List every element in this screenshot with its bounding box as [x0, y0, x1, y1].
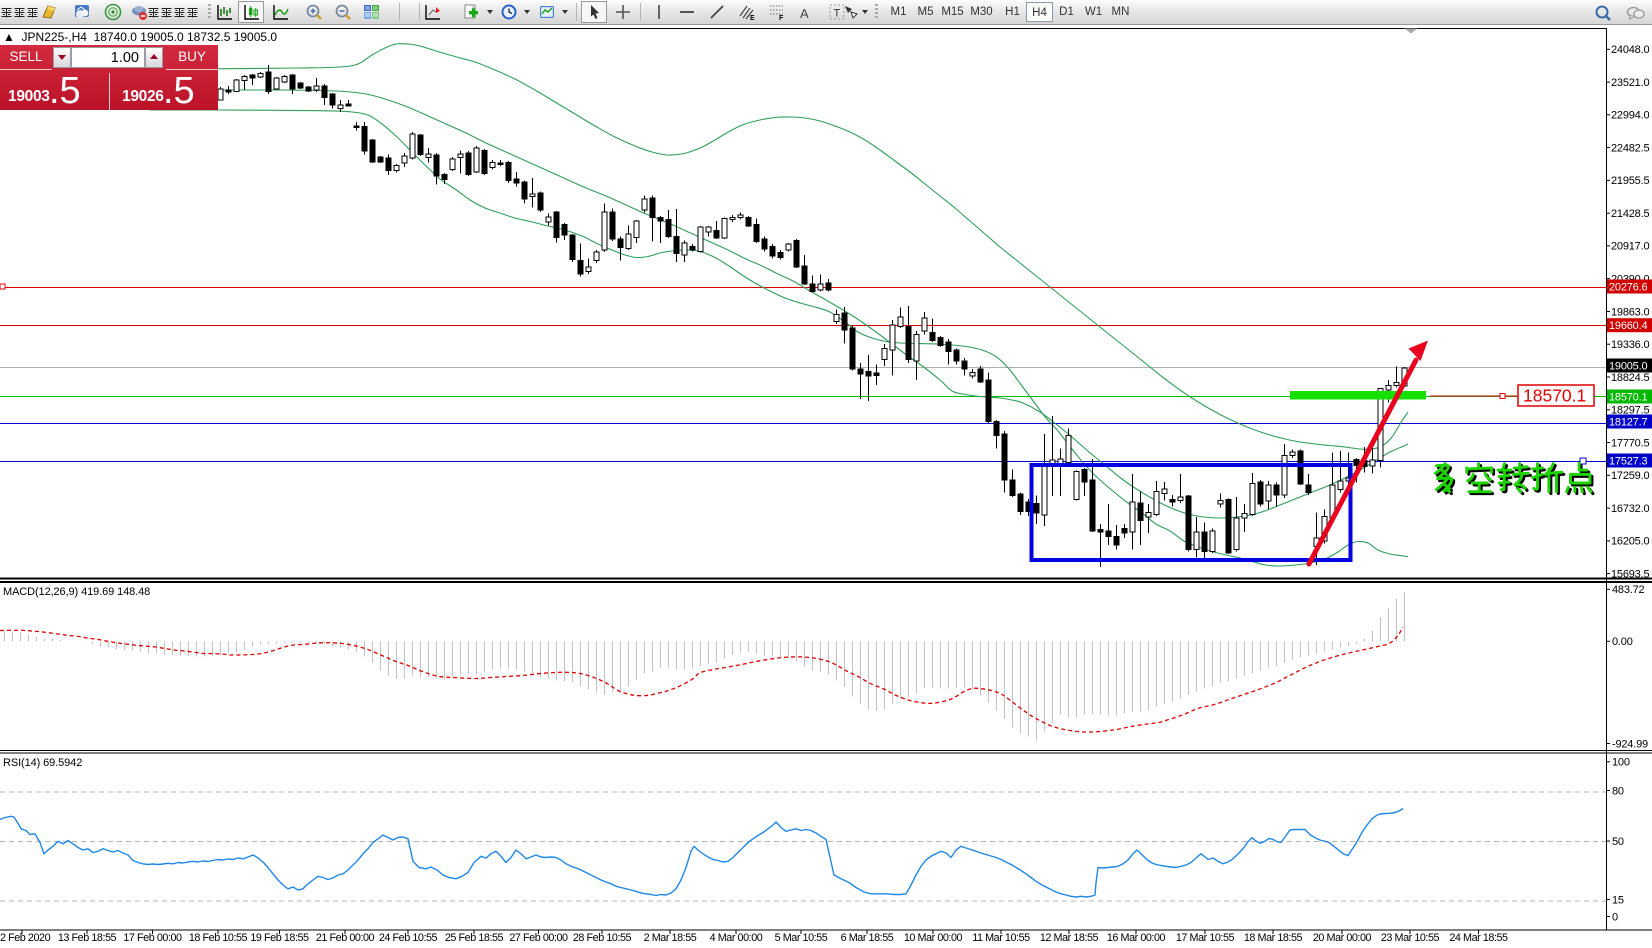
svg-text:16205.0: 16205.0: [1611, 536, 1649, 548]
svg-text:25 Feb 18:55: 25 Feb 18:55: [445, 932, 504, 944]
svg-text:12 Mar 18:55: 12 Mar 18:55: [1040, 932, 1099, 944]
svg-text:13 Feb 18:55: 13 Feb 18:55: [58, 932, 117, 944]
svg-text:2 Feb 2020: 2 Feb 2020: [0, 932, 51, 944]
svg-text:21428.5: 21428.5: [1611, 208, 1649, 220]
svg-text:23521.0: 23521.0: [1611, 77, 1649, 89]
svg-text:24 Mar 18:55: 24 Mar 18:55: [1449, 932, 1508, 944]
svg-text:21 Feb 00:00: 21 Feb 00:00: [316, 932, 375, 944]
svg-text:16 Mar 00:00: 16 Mar 00:00: [1107, 932, 1166, 944]
svg-text:17 Feb 00:00: 17 Feb 00:00: [123, 932, 182, 944]
svg-text:18127.7: 18127.7: [1609, 417, 1647, 429]
svg-text:27 Feb 00:00: 27 Feb 00:00: [509, 932, 568, 944]
svg-text:16732.0: 16732.0: [1611, 503, 1649, 515]
svg-text:T: T: [834, 8, 841, 20]
svg-text:0: 0: [1612, 911, 1618, 923]
svg-text:6 Mar 18:55: 6 Mar 18:55: [841, 932, 894, 944]
svg-text:24 Feb 10:55: 24 Feb 10:55: [379, 932, 438, 944]
svg-text:19 Feb 18:55: 19 Feb 18:55: [250, 932, 309, 944]
svg-text:0.00: 0.00: [1612, 636, 1633, 648]
svg-text:11 Mar 10:55: 11 Mar 10:55: [972, 932, 1030, 944]
svg-text:RSI(14) 69.5942: RSI(14) 69.5942: [3, 757, 82, 769]
svg-text:18 Feb 10:55: 18 Feb 10:55: [189, 932, 248, 944]
svg-text:80: 80: [1612, 785, 1624, 797]
svg-text:19336.0: 19336.0: [1611, 339, 1649, 351]
svg-text:23 Mar 10:55: 23 Mar 10:55: [1381, 932, 1440, 944]
svg-text:19660.4: 19660.4: [1609, 320, 1647, 332]
svg-text:20917.0: 20917.0: [1611, 241, 1649, 253]
svg-text:17259.0: 17259.0: [1611, 470, 1649, 482]
svg-text:100: 100: [1612, 757, 1630, 769]
svg-text:E: E: [750, 15, 755, 21]
svg-text:17527.3: 17527.3: [1609, 456, 1647, 468]
svg-text:10 Mar 00:00: 10 Mar 00:00: [904, 932, 963, 944]
svg-text:18570.1: 18570.1: [1523, 386, 1586, 406]
svg-text:-924.99: -924.99: [1612, 738, 1648, 750]
svg-text:20 Mar 00:00: 20 Mar 00:00: [1313, 932, 1372, 944]
svg-text:2 Mar 18:55: 2 Mar 18:55: [644, 932, 697, 944]
svg-text:F: F: [779, 15, 784, 21]
svg-text:19005.0: 19005.0: [1609, 361, 1647, 373]
svg-text:21955.5: 21955.5: [1611, 175, 1649, 187]
svg-text:22994.0: 22994.0: [1611, 110, 1649, 122]
svg-text:17 Mar 10:55: 17 Mar 10:55: [1176, 932, 1235, 944]
svg-text:483.72: 483.72: [1612, 584, 1645, 596]
svg-text:24048.0: 24048.0: [1611, 44, 1649, 56]
svg-text:20276.6: 20276.6: [1609, 282, 1647, 294]
svg-text:4 Mar 00:00: 4 Mar 00:00: [710, 932, 763, 944]
svg-text:19863.0: 19863.0: [1611, 306, 1649, 318]
svg-text:18 Mar 18:55: 18 Mar 18:55: [1244, 932, 1303, 944]
svg-text:15693.5: 15693.5: [1611, 568, 1649, 580]
svg-text:18297.5: 18297.5: [1611, 405, 1649, 417]
svg-text:28 Feb 10:55: 28 Feb 10:55: [573, 932, 632, 944]
svg-text:22482.5: 22482.5: [1611, 142, 1649, 154]
svg-text:17770.5: 17770.5: [1611, 437, 1649, 449]
svg-text:18570.1: 18570.1: [1609, 392, 1647, 404]
svg-text:MACD(12,26,9) 419.69 148.48: MACD(12,26,9) 419.69 148.48: [3, 586, 150, 598]
svg-text:15: 15: [1612, 894, 1624, 906]
svg-text:50: 50: [1612, 836, 1624, 848]
svg-text:18824.5: 18824.5: [1611, 372, 1649, 384]
svg-text:5 Mar 10:55: 5 Mar 10:55: [775, 932, 828, 944]
